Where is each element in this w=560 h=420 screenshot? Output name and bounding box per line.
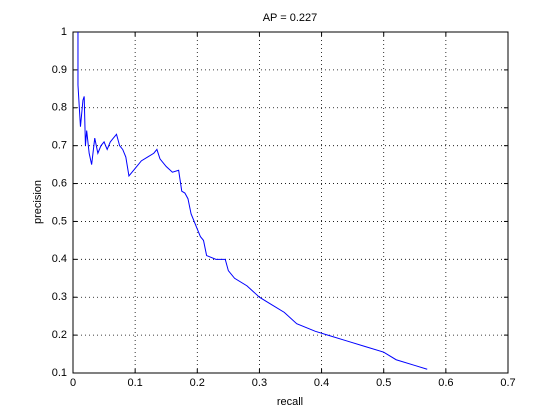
- x-tick-label: 0.6: [438, 377, 453, 389]
- y-tick-label: 0.4: [52, 253, 67, 265]
- chart-title: AP = 0.227: [263, 12, 318, 24]
- y-tick-label: 0.8: [52, 102, 67, 114]
- y-tick-label: 0.2: [52, 329, 67, 341]
- y-tick-label: 0.7: [52, 140, 67, 152]
- x-tick-label: 0: [70, 377, 76, 389]
- x-tick-label: 0.3: [252, 377, 267, 389]
- data-line: [77, 32, 428, 370]
- y-axis-label: precision: [32, 180, 44, 224]
- x-tick-label: 0.1: [127, 377, 142, 389]
- y-tick-label: 1: [61, 26, 67, 38]
- x-tick-label: 0.2: [190, 377, 205, 389]
- plot-frame: [72, 31, 509, 374]
- y-tick-label: 0.1: [52, 367, 67, 379]
- y-tick-label: 0.9: [52, 64, 67, 76]
- y-tick-label: 0.5: [52, 215, 67, 227]
- x-axis-label: recall: [277, 396, 303, 408]
- y-tick-label: 0.6: [52, 177, 67, 189]
- y-tick-label: 0.3: [52, 291, 67, 303]
- x-tick-label: 0.4: [314, 377, 329, 389]
- x-tick-label: 0.7: [500, 377, 515, 389]
- x-tick-label: 0.5: [376, 377, 391, 389]
